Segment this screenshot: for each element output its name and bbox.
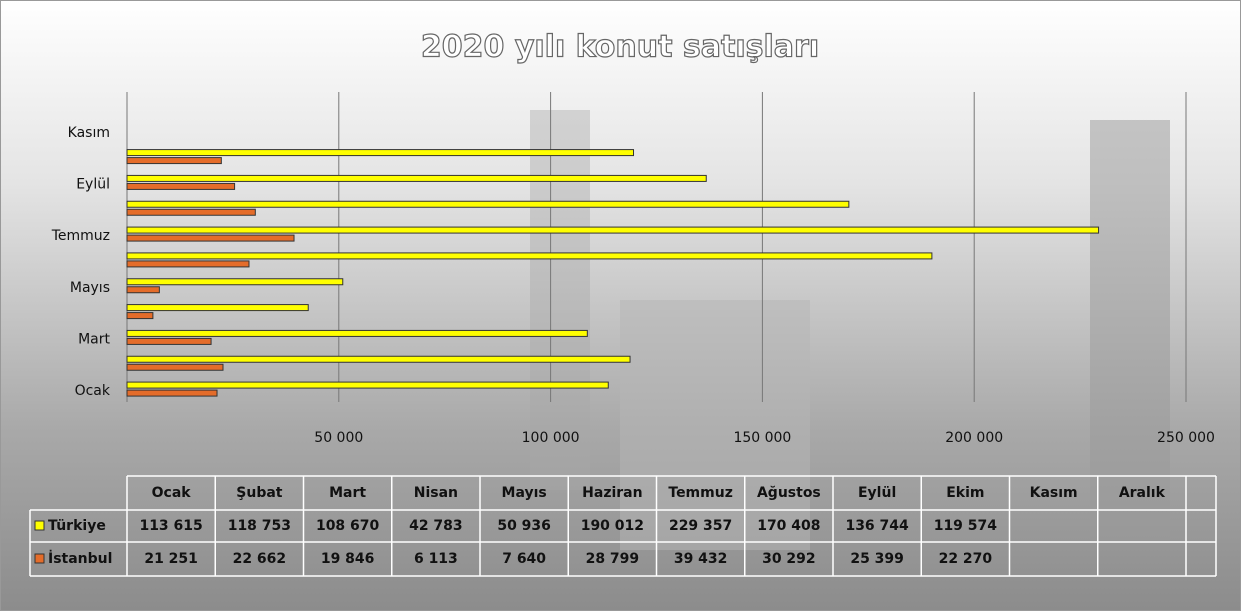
y-tick-label: Ocak (75, 383, 111, 399)
legend-label: İstanbul (48, 550, 112, 567)
table-header: Şubat (236, 485, 283, 501)
table-cell: 136 744 (845, 518, 909, 534)
table-cell: 7 640 (502, 551, 546, 567)
table-cell: 39 432 (674, 551, 728, 567)
table-cell: 25 399 (850, 551, 904, 567)
table-header: Temmuz (668, 485, 732, 501)
bar (126, 226, 1100, 234)
table-cell: 50 936 (497, 518, 551, 534)
legend-label: Türkiye (48, 518, 106, 534)
table-cell: 119 574 (934, 518, 998, 534)
y-tick-label: Mart (78, 331, 110, 347)
table-header: Nisan (414, 485, 458, 501)
y-tick-label: Temmuz (51, 228, 110, 244)
bar (126, 286, 160, 294)
bar (126, 174, 707, 182)
bar (126, 355, 631, 363)
table-cell: 30 292 (762, 551, 816, 567)
table-header: Haziran (582, 485, 642, 501)
bar (126, 337, 212, 345)
x-tick-label: 100 000 (522, 430, 580, 446)
table-header: Eylül (858, 485, 896, 501)
table-cell: 42 783 (409, 518, 463, 534)
x-tick-label: 200 000 (945, 430, 1003, 446)
building (620, 300, 810, 550)
table-cell: 190 012 (581, 518, 644, 534)
bar (126, 363, 224, 371)
bar (126, 182, 236, 190)
building (530, 110, 590, 490)
table-header: Kasım (1030, 485, 1078, 501)
bar (126, 389, 218, 397)
table-header: Ağustos (757, 485, 821, 501)
bar (126, 157, 222, 165)
table-cell: 22 662 (233, 551, 287, 567)
x-tick-label: 150 000 (733, 430, 791, 446)
bar (126, 200, 850, 208)
legend-swatch (34, 553, 45, 564)
x-tick-label: 250 000 (1157, 430, 1215, 446)
table-cell: 22 270 (939, 551, 993, 567)
x-tick-label: 50 000 (314, 430, 363, 446)
bar (126, 278, 344, 286)
table-cell: 118 753 (228, 518, 291, 534)
bar (126, 149, 635, 157)
table-cell: 229 357 (669, 518, 732, 534)
table-header: Ocak (152, 485, 192, 501)
bar (126, 234, 295, 242)
bar (126, 252, 933, 260)
table-cell: 28 799 (586, 551, 640, 567)
table-header: Aralık (1119, 485, 1166, 501)
bar (126, 381, 609, 389)
table-header: Mart (329, 485, 366, 501)
table-header: Mayıs (502, 485, 547, 501)
bar (126, 312, 154, 320)
bar (126, 329, 588, 337)
table-cell: 6 113 (414, 551, 458, 567)
table-cell: 19 846 (321, 551, 375, 567)
y-tick-label: Eylül (76, 176, 110, 192)
table-cell: 108 670 (316, 518, 380, 534)
building (1090, 120, 1170, 540)
bar (126, 260, 250, 268)
chart-title: 2020 yılı konut satışları (421, 30, 819, 65)
bar (126, 208, 256, 216)
table-cell: 21 251 (144, 551, 198, 567)
y-tick-label: Mayıs (70, 280, 110, 296)
legend-swatch (34, 520, 45, 531)
table-header: Ekim (946, 485, 984, 501)
y-tick-label: Kasım (68, 125, 110, 141)
table-cell: 113 615 (139, 518, 202, 534)
table-cell: 170 408 (757, 518, 820, 534)
bar (126, 304, 309, 312)
